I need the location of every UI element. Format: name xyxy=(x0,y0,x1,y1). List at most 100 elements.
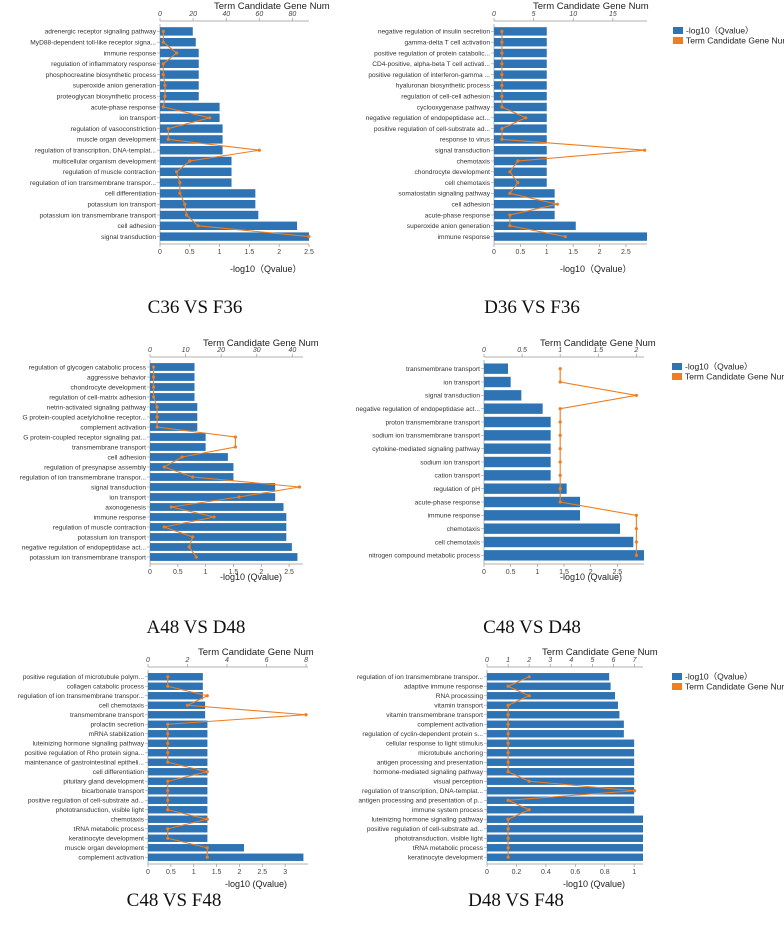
gene-num-point xyxy=(506,836,510,840)
bar xyxy=(148,720,208,728)
category-label: transmembrane transport xyxy=(72,444,146,451)
top-tick-label: 0 xyxy=(148,347,152,354)
category-label: prolactin secretion xyxy=(90,722,144,729)
bottom-tick-label: 2 xyxy=(589,569,593,576)
bar xyxy=(150,533,287,541)
bar xyxy=(148,825,208,833)
gene-num-point xyxy=(233,435,237,439)
gene-num-point xyxy=(233,445,237,449)
gene-num-point xyxy=(162,465,166,469)
chart-title: Term Candidate Gene Num xyxy=(533,1,649,12)
top-tick-label: 2 xyxy=(185,657,190,664)
gene-num-point xyxy=(166,760,170,764)
top-tick-label: 7 xyxy=(633,657,638,664)
top-tick-label: 10 xyxy=(182,347,190,354)
chart-panel: Term Candidate Gene Num 0 20 40 60 80 0 0.5 1 1.5… xyxy=(30,1,330,274)
bar xyxy=(148,853,304,861)
category-label: ion transport xyxy=(119,115,156,122)
bar xyxy=(148,730,208,738)
gene-num-point xyxy=(506,760,510,764)
bar xyxy=(484,470,551,481)
gene-num-point xyxy=(516,181,520,185)
gene-num-point xyxy=(205,694,209,698)
bottom-tick-label: 1.5 xyxy=(212,869,222,876)
gene-num-point xyxy=(506,713,510,717)
category-label: chondrocyte development xyxy=(414,169,490,176)
gene-num-point xyxy=(166,684,170,688)
gene-num-point xyxy=(166,789,170,793)
top-tick-label: 6 xyxy=(612,657,616,664)
gene-num-point xyxy=(558,433,562,437)
gene-num-point xyxy=(508,224,512,228)
category-label: positive regulation of cell-substrate ad… xyxy=(367,826,483,833)
bottom-tick-label: 0.6 xyxy=(570,869,580,876)
category-label: negative regulation of endopeptidase act… xyxy=(22,544,146,551)
gene-num-point xyxy=(500,40,504,44)
bar xyxy=(148,758,208,766)
bar xyxy=(150,373,195,381)
category-label: chemotaxis xyxy=(111,817,145,824)
bar xyxy=(160,156,232,166)
x-axis-label: -log10 (Qvalue) xyxy=(560,572,622,582)
gene-num-point xyxy=(500,105,504,109)
category-label: complement activation xyxy=(80,424,146,431)
bar xyxy=(160,102,220,112)
top-tick-label: 1.5 xyxy=(593,347,603,354)
gene-num-point xyxy=(185,703,190,707)
bottom-tick-label: 0 xyxy=(492,249,496,256)
panel-caption: C48 VS D48 xyxy=(483,617,581,638)
panel-caption: C36 VS F36 xyxy=(148,297,243,318)
gene-num-point xyxy=(500,94,504,98)
bar xyxy=(487,796,635,804)
gene-num-point xyxy=(506,751,510,755)
top-tick-label: 2 xyxy=(633,347,638,354)
bar xyxy=(484,456,551,468)
gene-num-point xyxy=(524,116,528,120)
legend-swatch-bar xyxy=(672,673,682,680)
top-tick-label: 20 xyxy=(216,347,225,354)
gene-num-point xyxy=(558,380,562,384)
legend-swatch-bar xyxy=(672,363,682,370)
bar xyxy=(150,453,228,461)
top-tick-label: 3 xyxy=(548,657,552,664)
category-label: chondrocyte development xyxy=(70,384,146,391)
bar xyxy=(148,787,208,795)
bar xyxy=(160,178,232,187)
gene-num-point xyxy=(500,62,504,66)
bar xyxy=(150,523,287,531)
bar xyxy=(148,692,203,700)
bar xyxy=(487,673,610,681)
bottom-tick-label: 2.5 xyxy=(257,869,267,876)
chart-title: Term Candidate Gene Num xyxy=(198,647,314,658)
gene-num-point xyxy=(297,485,302,489)
bottom-tick-label: 1.5 xyxy=(229,569,239,576)
bar xyxy=(160,199,256,209)
category-label: signal transduction xyxy=(435,148,490,155)
category-label: cell adhesion xyxy=(108,454,147,461)
gene-num-point xyxy=(558,460,562,464)
gene-num-point xyxy=(155,415,159,419)
legend-swatch-line xyxy=(673,37,683,44)
gene-num-point xyxy=(558,447,562,451)
gene-num-point xyxy=(163,83,167,87)
bottom-tick-label: 0.8 xyxy=(600,869,610,876)
gene-num-point xyxy=(500,83,504,87)
bar xyxy=(150,553,298,561)
top-tick-label: 20 xyxy=(188,11,197,18)
legend-label: -log10（Qvalue） xyxy=(686,26,754,36)
category-label: mRNA stabilization xyxy=(89,731,145,738)
gene-num-point xyxy=(194,555,198,559)
gene-num-point xyxy=(304,713,308,717)
category-label: immune response xyxy=(428,513,481,520)
bar xyxy=(150,413,198,421)
bar xyxy=(148,711,206,719)
bar xyxy=(484,443,551,454)
gene-num-point xyxy=(643,148,647,152)
bar xyxy=(494,210,555,220)
category-label: positive regulation of cell-substrate ad… xyxy=(28,798,144,805)
category-label: phototransduction, visible light xyxy=(56,807,145,814)
category-label: phototransduction, visible light xyxy=(395,836,484,843)
bottom-tick-label: 1 xyxy=(545,249,549,256)
bar xyxy=(494,37,547,47)
bottom-tick-label: 1 xyxy=(535,569,539,576)
